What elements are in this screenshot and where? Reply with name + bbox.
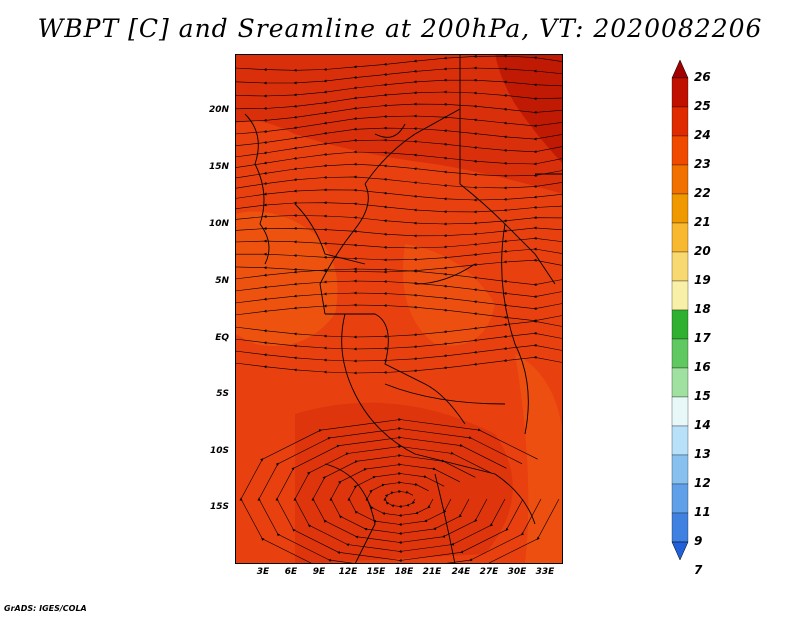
lon-label: 27E (479, 567, 499, 577)
streamline (235, 213, 563, 226)
colorbar-swatch (671, 164, 689, 195)
colorbar-swatch (671, 483, 689, 514)
colorbar-label: 16 (694, 360, 711, 374)
colorbar-label: 17 (694, 331, 711, 345)
colorbar-swatch (671, 309, 689, 340)
colorbar-label: 21 (694, 215, 711, 229)
colorbar-swatch (671, 60, 689, 79)
colorbar-swatch (671, 193, 689, 224)
lon-label: 30E (507, 567, 527, 577)
colorbar-swatch (671, 106, 689, 137)
lat-label: 15N (208, 162, 229, 172)
map-plot (235, 54, 563, 564)
colorbar-label: 13 (694, 447, 711, 461)
colorbar-label: 18 (694, 302, 711, 316)
colorbar-swatch (671, 280, 689, 311)
lat-label: 10S (209, 446, 229, 456)
lon-label: 3E (256, 567, 270, 577)
lon-label: 9E (312, 567, 326, 577)
chart-title: WBPT [C] and Sreamline at 200hPa, VT: 20… (37, 14, 763, 43)
colorbar (671, 60, 689, 560)
colorbar-label: 15 (694, 389, 711, 403)
lat-label: 5S (216, 389, 229, 399)
colorbar-label: 22 (694, 186, 711, 200)
streamline (235, 188, 563, 202)
streamline (235, 303, 563, 323)
colorbar-label: 12 (694, 476, 711, 490)
colorbar-label: 11 (694, 505, 711, 519)
streamline (235, 226, 563, 238)
lon-label: 33E (535, 567, 555, 577)
colorbar-label: 7 (694, 563, 703, 577)
lon-label: 15E (366, 567, 386, 577)
colorbar-swatch (671, 222, 689, 253)
streamline (235, 175, 563, 190)
colorbar-label: 26 (694, 70, 711, 84)
lon-label: 24E (451, 567, 471, 577)
colorbar-swatch (671, 396, 689, 427)
streamline (239, 418, 560, 564)
colorbar-swatch (671, 338, 689, 369)
colorbar-label: 14 (694, 418, 711, 432)
lat-label: 20N (208, 105, 229, 115)
streamlines (235, 54, 563, 564)
lat-label: EQ (215, 333, 229, 343)
colorbar-swatch (671, 367, 689, 398)
lon-label: 18E (394, 567, 414, 577)
lat-label: 5N (215, 276, 229, 286)
colorbar-label: 19 (694, 273, 711, 287)
colorbar-label: 23 (694, 157, 711, 171)
colorbar-swatch (671, 454, 689, 485)
colorbar-label: 25 (694, 99, 711, 113)
lon-label: 21E (422, 567, 442, 577)
credit-label: GrADS: IGES/COLA (4, 604, 87, 613)
colorbar-label: 20 (694, 244, 711, 258)
colorbar-label: 24 (694, 128, 711, 142)
lat-label: 15S (209, 502, 229, 512)
colorbar-swatch (671, 77, 689, 108)
streamline (235, 201, 563, 214)
colorbar-swatch (671, 251, 689, 282)
colorbar-swatch (671, 512, 689, 543)
colorbar-swatch (671, 425, 689, 456)
colorbar-swatch (671, 541, 689, 560)
lon-label: 6E (284, 567, 298, 577)
lon-label: 12E (338, 567, 358, 577)
lat-label: 10N (208, 219, 229, 229)
colorbar-label: 9 (694, 534, 703, 548)
colorbar-swatch (671, 135, 689, 166)
country-borders (244, 54, 563, 564)
